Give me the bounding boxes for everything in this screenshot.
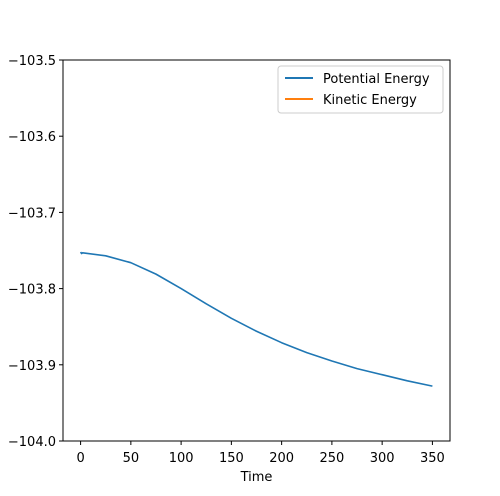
x-tick-label: 150	[219, 451, 244, 466]
x-tick-label: 300	[370, 451, 395, 466]
y-tick-label: −103.8	[8, 283, 56, 298]
legend: Potential Energy Kinetic Energy	[277, 65, 444, 114]
x-tick-label: 50	[123, 451, 140, 466]
y-tick-label: −103.5	[8, 54, 56, 69]
x-tick-label: 200	[269, 451, 294, 466]
legend-label-potential-energy: Potential Energy	[323, 72, 430, 87]
plot-area-background	[63, 60, 450, 441]
y-tick-label: −103.9	[8, 359, 56, 374]
y-axis-ticks: −104.0 −103.9 −103.8 −103.7 −103.6 −103.5	[8, 54, 63, 450]
x-tick-label: 100	[169, 451, 194, 466]
plot-frame	[62, 59, 451, 442]
x-tick-label: 0	[76, 451, 84, 466]
series-layer	[79, 251, 433, 387]
series-line-potential-energy	[79, 251, 433, 387]
y-tick-label: −104.0	[8, 435, 56, 450]
legend-label-kinetic-energy: Kinetic Energy	[323, 93, 417, 108]
x-tick-label: 250	[319, 451, 344, 466]
x-axis-ticks: 0 50 100 150 200 250 300 350	[76, 441, 445, 466]
y-tick-label: −103.7	[8, 206, 56, 221]
legend-frame	[277, 65, 444, 114]
x-tick-label: 350	[420, 451, 445, 466]
y-tick-label: −103.6	[8, 130, 56, 145]
x-axis-label: Time	[240, 470, 273, 485]
